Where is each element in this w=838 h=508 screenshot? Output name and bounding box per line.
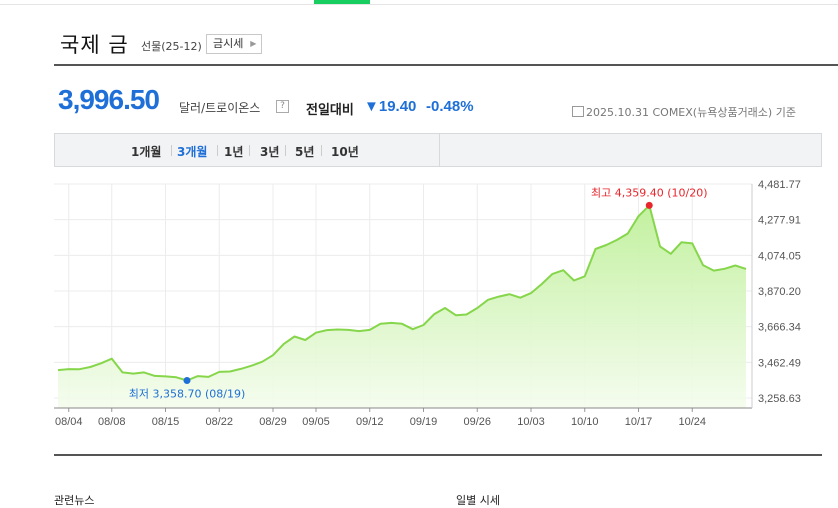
tab-separator: [249, 145, 250, 156]
top-nav-bar: [0, 0, 838, 5]
contract-subtitle: 선물(25-12): [141, 40, 202, 53]
x-tick-label: 10/17: [625, 416, 653, 428]
x-tick-label: 10/03: [517, 416, 545, 428]
series-area-fill: [58, 205, 746, 408]
y-tick-label: 4,277.91: [758, 215, 801, 227]
high-point-label: 최고 4,359.40 (10/20): [591, 186, 708, 199]
tab-3-month[interactable]: 3개월: [177, 145, 208, 159]
y-tick-label: 3,666.34: [758, 322, 801, 334]
x-tick-label: 08/29: [259, 416, 287, 428]
top-nav-active-indicator: [314, 0, 370, 4]
price-unit: 달러/트로이온스: [179, 101, 261, 115]
calendar-icon: [572, 106, 584, 117]
x-tick-label: 09/26: [463, 416, 491, 428]
as-of-text: 2025.10.31 COMEX(뉴욕상품거래소) 기준: [586, 106, 796, 119]
daily-price-heading: 일별 시세: [456, 494, 500, 507]
tab-5-year[interactable]: 5년: [295, 145, 315, 159]
gold-price-button-label: 금시세: [213, 37, 244, 50]
tab-3-year[interactable]: 3년: [260, 145, 280, 159]
section-divider-bottom: [54, 454, 822, 456]
x-tick-label: 08/08: [98, 416, 126, 428]
x-tick-label: 08/15: [152, 416, 180, 428]
x-tick-label: 09/19: [410, 416, 438, 428]
related-news-heading: 관련뉴스: [54, 494, 95, 507]
change-value: ▼19.40: [364, 98, 417, 115]
change-percent: -0.48%: [426, 98, 474, 115]
change-label: 전일대비: [306, 103, 354, 118]
chevron-right-icon: ▶: [250, 39, 257, 48]
x-tick-label: 10/10: [571, 416, 599, 428]
section-divider: [54, 64, 838, 66]
y-tick-label: 3,258.63: [758, 393, 801, 405]
low-point-marker: [183, 376, 191, 384]
high-point-marker: [645, 201, 653, 209]
x-tick-label: 09/05: [302, 416, 330, 428]
y-tick-label: 4,481.77: [758, 179, 801, 191]
series-line: [57, 204, 747, 382]
low-point-label: 최저 3,358.70 (08/19): [129, 387, 246, 400]
current-price: 3,996.50: [58, 84, 160, 115]
y-tick-label: 3,870.20: [758, 286, 801, 298]
tab-separator: [285, 145, 286, 156]
tab-separator: [321, 145, 322, 156]
help-icon[interactable]: ?: [276, 100, 289, 113]
x-tick-label: 08/22: [205, 416, 233, 428]
tab-separator: [171, 145, 172, 156]
gold-price-button[interactable]: 금시세 ▶: [206, 34, 263, 54]
tab-1-month[interactable]: 1개월: [131, 145, 162, 159]
tab-bar-divider: [439, 134, 440, 166]
y-tick-label: 3,462.49: [758, 357, 801, 369]
x-tick-label: 08/04: [55, 416, 83, 428]
page-title: 국제 금: [60, 33, 129, 57]
x-tick-label: 10/24: [678, 416, 706, 428]
as-of-info: 2025.10.31 COMEX(뉴욕상품거래소) 기준: [572, 104, 796, 120]
period-tabs: 1개월 3개월 1년 3년 5년 10년: [54, 133, 822, 167]
tab-10-year[interactable]: 10년: [331, 145, 359, 159]
tab-separator: [217, 145, 218, 156]
x-tick-label: 09/12: [356, 416, 384, 428]
tab-1-year[interactable]: 1년: [224, 145, 244, 159]
y-tick-label: 4,074.05: [758, 250, 801, 262]
